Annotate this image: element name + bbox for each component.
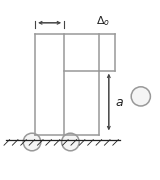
Circle shape: [131, 87, 150, 106]
Circle shape: [23, 133, 41, 151]
Circle shape: [62, 133, 79, 151]
Text: $a$: $a$: [115, 96, 124, 109]
Text: $\Delta_o$: $\Delta_o$: [96, 14, 110, 28]
